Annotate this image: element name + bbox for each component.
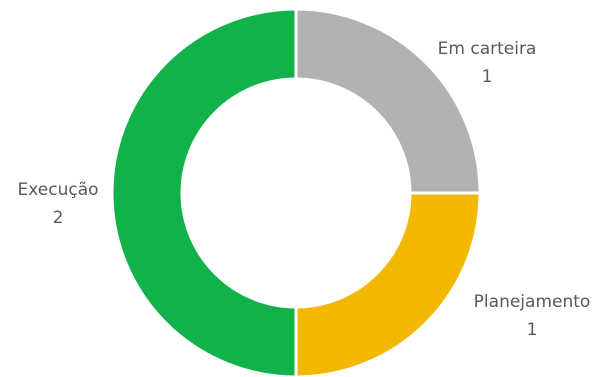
slice-category-label: Em carteira bbox=[438, 39, 537, 59]
slice-planejamento bbox=[294, 191, 482, 377]
slice-label: Planejamento 1 bbox=[474, 292, 591, 340]
chart-slices bbox=[110, 7, 482, 377]
slice-label: Execução 2 bbox=[17, 180, 98, 228]
slice-execu-o bbox=[110, 7, 298, 377]
slice-category-label: Execução bbox=[17, 180, 98, 200]
slice-em-carteira bbox=[294, 7, 482, 195]
chart-labels: Em carteira 1 Planejamento 1 Execução 2 bbox=[17, 39, 590, 340]
slice-value-label: 2 bbox=[53, 208, 64, 228]
slice-value-label: 1 bbox=[527, 320, 538, 340]
slice-value-label: 1 bbox=[482, 67, 493, 87]
slice-category-label: Planejamento bbox=[474, 292, 591, 312]
slice-label: Em carteira 1 bbox=[438, 39, 537, 87]
